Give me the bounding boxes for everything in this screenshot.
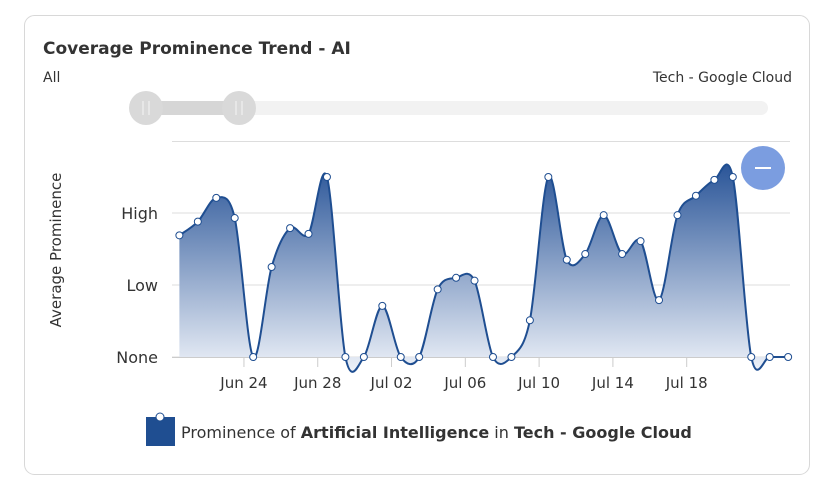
point (470, 276, 479, 285)
point (507, 353, 516, 361)
point (655, 296, 664, 305)
slider-right-label: Tech - Google Cloud (652, 70, 792, 86)
point (193, 217, 202, 226)
slider-handle[interactable] (222, 91, 256, 125)
point (230, 214, 239, 223)
legend-marker (155, 412, 165, 422)
point (488, 353, 497, 361)
point (249, 353, 258, 361)
slider-left-label: All (43, 70, 60, 86)
legend-entry[interactable]: Prominence of Artificial Intelligence in… (181, 423, 692, 442)
y-tick-label: Low (126, 276, 158, 295)
x-tick-label: Jun 24 (219, 374, 267, 392)
x-tick-label: Jul 14 (591, 374, 634, 392)
point (267, 263, 276, 271)
point (747, 353, 756, 361)
y-tick-label: None (116, 348, 158, 367)
legend-text: in (489, 423, 514, 442)
y-axis-label: Average Prominence (47, 173, 65, 328)
point (599, 211, 608, 220)
point (286, 224, 295, 233)
y-tick-label: High (121, 204, 158, 223)
handle-grip (142, 101, 243, 115)
x-tick-label: Jul 06 (443, 374, 486, 392)
point (636, 237, 645, 246)
x-tick-label: Jul 18 (665, 374, 708, 392)
point (562, 255, 571, 264)
chart-title: Coverage Prominence Trend - AI (43, 39, 351, 59)
point (691, 191, 700, 200)
point (728, 173, 737, 181)
point (433, 285, 442, 294)
slider-range (146, 101, 240, 115)
point (322, 173, 331, 181)
point (341, 353, 350, 361)
point (452, 273, 461, 282)
point (415, 353, 424, 361)
point (618, 250, 627, 259)
legend-text: Artificial Intelligence (301, 423, 490, 442)
legend-text: Tech - Google Cloud (514, 423, 692, 442)
point (175, 231, 184, 240)
x-tick-label: Jun 28 (293, 374, 341, 392)
point (581, 250, 590, 259)
line (178, 163, 789, 373)
slider-handle[interactable] (129, 91, 163, 125)
point (378, 301, 387, 310)
point (396, 353, 405, 361)
point (765, 353, 774, 361)
point (544, 173, 553, 181)
x-tick-label: Jul 10 (517, 374, 560, 392)
x-tick-label: Jul 02 (370, 374, 413, 392)
point (304, 229, 313, 238)
plot: None Low High Jun 24 Jun 28 Jul 02 Jul 06 Jul 1… (116, 163, 793, 392)
point (212, 193, 221, 202)
slider-track (140, 101, 768, 115)
point (359, 353, 368, 361)
point (710, 175, 719, 184)
legend-swatch (146, 417, 175, 446)
point (525, 316, 534, 325)
legend-text: Prominence of (181, 423, 301, 442)
point (673, 211, 682, 220)
point (784, 353, 793, 361)
